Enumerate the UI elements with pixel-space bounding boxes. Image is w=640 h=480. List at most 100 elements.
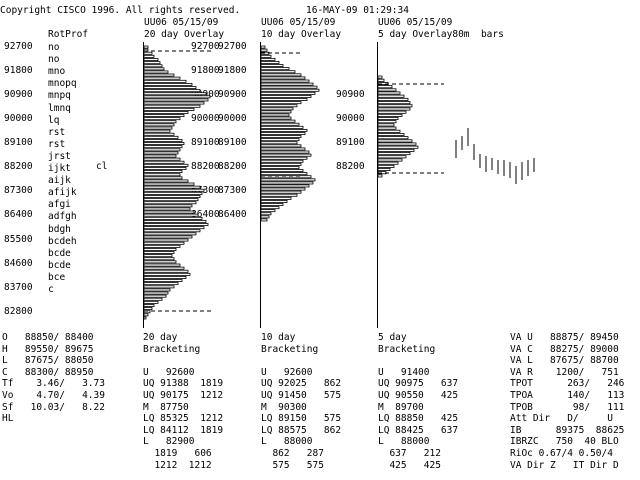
stat-line: UQ 92025 862 [261, 378, 342, 390]
profile-bar [143, 210, 195, 214]
price-label: 89100 [191, 137, 220, 148]
profile-bar [260, 169, 304, 172]
profile-bar [143, 195, 201, 198]
profile-bar [260, 212, 272, 216]
profile-bar [143, 226, 205, 230]
stat-line: VA C 88275/ 89000 [510, 343, 619, 355]
stat-line: LQ 88575 862 [261, 424, 342, 436]
profile-bar [260, 107, 294, 111]
price-label: 92700 [4, 41, 33, 52]
profile-bar [260, 101, 302, 105]
profile-bar [143, 107, 195, 111]
profile-bar [377, 152, 411, 156]
stat-line: VA U 88875/ 89450 [510, 332, 619, 343]
stat-line: L 82900 [143, 436, 195, 448]
profile-bar [143, 285, 175, 289]
stat-line: Sf 10.03/ 8.22 [2, 401, 105, 413]
panel-axes [143, 42, 378, 328]
profile-bar [260, 196, 292, 200]
profile-bar [143, 114, 185, 117]
profile-bar [260, 125, 304, 129]
tpo-letter-row: no [48, 54, 60, 66]
profile-bar [143, 148, 181, 152]
profile-bar [143, 247, 177, 251]
profile-bar [260, 82, 314, 86]
profile-bar [377, 142, 417, 146]
profile-bar [143, 154, 177, 158]
profile-bar [143, 67, 165, 71]
profile-bar [143, 83, 193, 86]
profile-bar [143, 216, 203, 220]
panel3-profile-bars [377, 75, 419, 178]
profile-bar [143, 64, 163, 68]
profile-bar [260, 45, 266, 49]
profile-bar [260, 215, 270, 219]
stat-line: VA L 87675/ 88700 [510, 355, 619, 367]
tpo-letter-row: mnopq [48, 78, 77, 90]
price-label: 88200 [191, 161, 220, 172]
stat-line: UQ 90975 637 [378, 378, 459, 390]
stat-line: TPOT 263/ 246 [510, 378, 625, 390]
profile-bar [377, 145, 419, 149]
profile-bar [143, 241, 185, 245]
profile-bar [260, 113, 290, 117]
profile-bar [143, 117, 181, 121]
profile-bar [377, 161, 399, 165]
profile-bar [143, 132, 175, 136]
profile-bar [260, 184, 310, 188]
price-label: 89100 [218, 137, 247, 148]
profile-bar [377, 107, 411, 111]
stat-line: O 88850/ 88400 [2, 332, 94, 343]
profile-bar [143, 188, 205, 192]
stat-line: IB 89375 88625 [510, 424, 625, 436]
profile-bar [260, 88, 320, 92]
tpo-letter-row: jrst [48, 150, 71, 162]
profile-bar [377, 97, 409, 101]
panel3-subtitle: 5 day Overlay80m bars [378, 29, 504, 40]
profile-bar [143, 182, 195, 186]
profile-bar [143, 176, 183, 180]
profile-bar [143, 313, 149, 317]
profile-bar [143, 266, 185, 270]
profile-bar [377, 174, 383, 178]
profile-bar [143, 98, 209, 102]
profile-bar [143, 104, 201, 108]
stat-line: U 92600 [143, 366, 195, 378]
stat-line: HL [2, 413, 14, 425]
profile-bar [260, 165, 300, 169]
profile-bar [377, 94, 405, 98]
profile-bar [143, 219, 207, 223]
profile-bar [143, 260, 177, 264]
tpo-letter-row: ijkt [48, 163, 71, 174]
datetime-text: 16-MAY-09 01:29:34 [306, 5, 409, 16]
price-label: 91800 [4, 65, 33, 76]
stat-line: UQ 90550 425 [378, 390, 459, 401]
price-label: 91800 [218, 65, 247, 76]
stat-line: 20 day [143, 332, 178, 343]
tpo-letter-row: rst [48, 126, 66, 138]
profile-bar [143, 51, 153, 55]
profile-bar [143, 223, 209, 226]
profile-bar [377, 110, 407, 114]
profile-bar [260, 135, 302, 138]
price-label: 84600 [4, 258, 33, 269]
profile-bar [260, 73, 302, 77]
stat-line: L 88000 [378, 436, 430, 448]
tpo-letter-row: no [48, 42, 60, 53]
profile-bar [260, 150, 310, 154]
stat-line: TPOB 98/ 111 [510, 401, 625, 413]
profile-bar [260, 172, 308, 176]
profile-bar [260, 181, 314, 185]
stat-line: 1212 1212 [143, 459, 212, 471]
profile-bar [143, 235, 193, 239]
profile-bar [143, 95, 211, 99]
price-label: 90000 [191, 113, 220, 124]
profile-bar [143, 291, 169, 295]
tpo-letter-row: bcdeh [48, 235, 77, 247]
profile-bar [143, 297, 163, 301]
profile-bar [143, 294, 167, 298]
profile-bar [143, 207, 191, 211]
panel2-title: UU06 05/15/09 [261, 17, 336, 28]
tpo-letter-row: aijk [48, 175, 71, 187]
